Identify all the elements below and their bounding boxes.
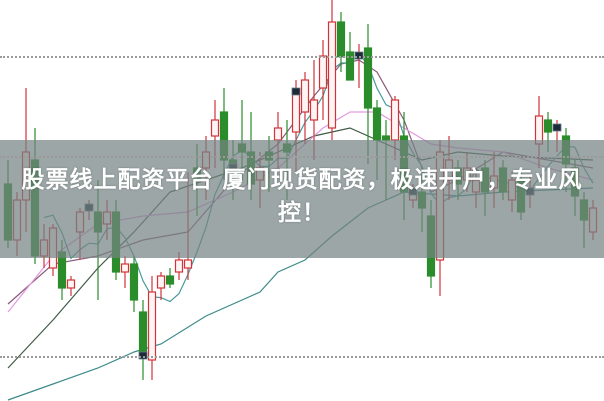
gridline: [0, 356, 604, 358]
candle-up: [66, 279, 76, 289]
candle-up: [174, 259, 184, 273]
candle-down: [345, 51, 355, 81]
candle-up: [390, 99, 400, 141]
signal-marker: [552, 123, 562, 132]
candle-up: [273, 127, 283, 141]
candle-up: [309, 99, 319, 121]
signal-marker: [291, 87, 301, 96]
gridline: [0, 156, 604, 158]
candle-up: [210, 119, 220, 137]
candle-down: [129, 263, 139, 301]
candle-up: [147, 291, 157, 361]
candle-up: [300, 79, 310, 113]
candle-up: [183, 259, 193, 269]
signal-marker: [354, 51, 364, 60]
candle-up: [318, 55, 328, 89]
candle-down: [336, 21, 346, 58]
signal-marker: [138, 351, 148, 360]
candle-down: [138, 311, 148, 357]
caption-text: 股票线上配资平台 厦门现货配资，极速开户，专业风控！: [21, 167, 583, 226]
candle-down: [543, 119, 553, 133]
candle-down: [372, 107, 382, 141]
candle-down: [363, 47, 373, 109]
candle-up: [156, 275, 166, 289]
candle-up: [327, 21, 337, 129]
candle-up: [120, 263, 130, 273]
caption-banner: [0, 140, 604, 258]
candle-up: [291, 91, 301, 133]
candle-down: [165, 275, 175, 285]
gridline: [0, 56, 604, 58]
